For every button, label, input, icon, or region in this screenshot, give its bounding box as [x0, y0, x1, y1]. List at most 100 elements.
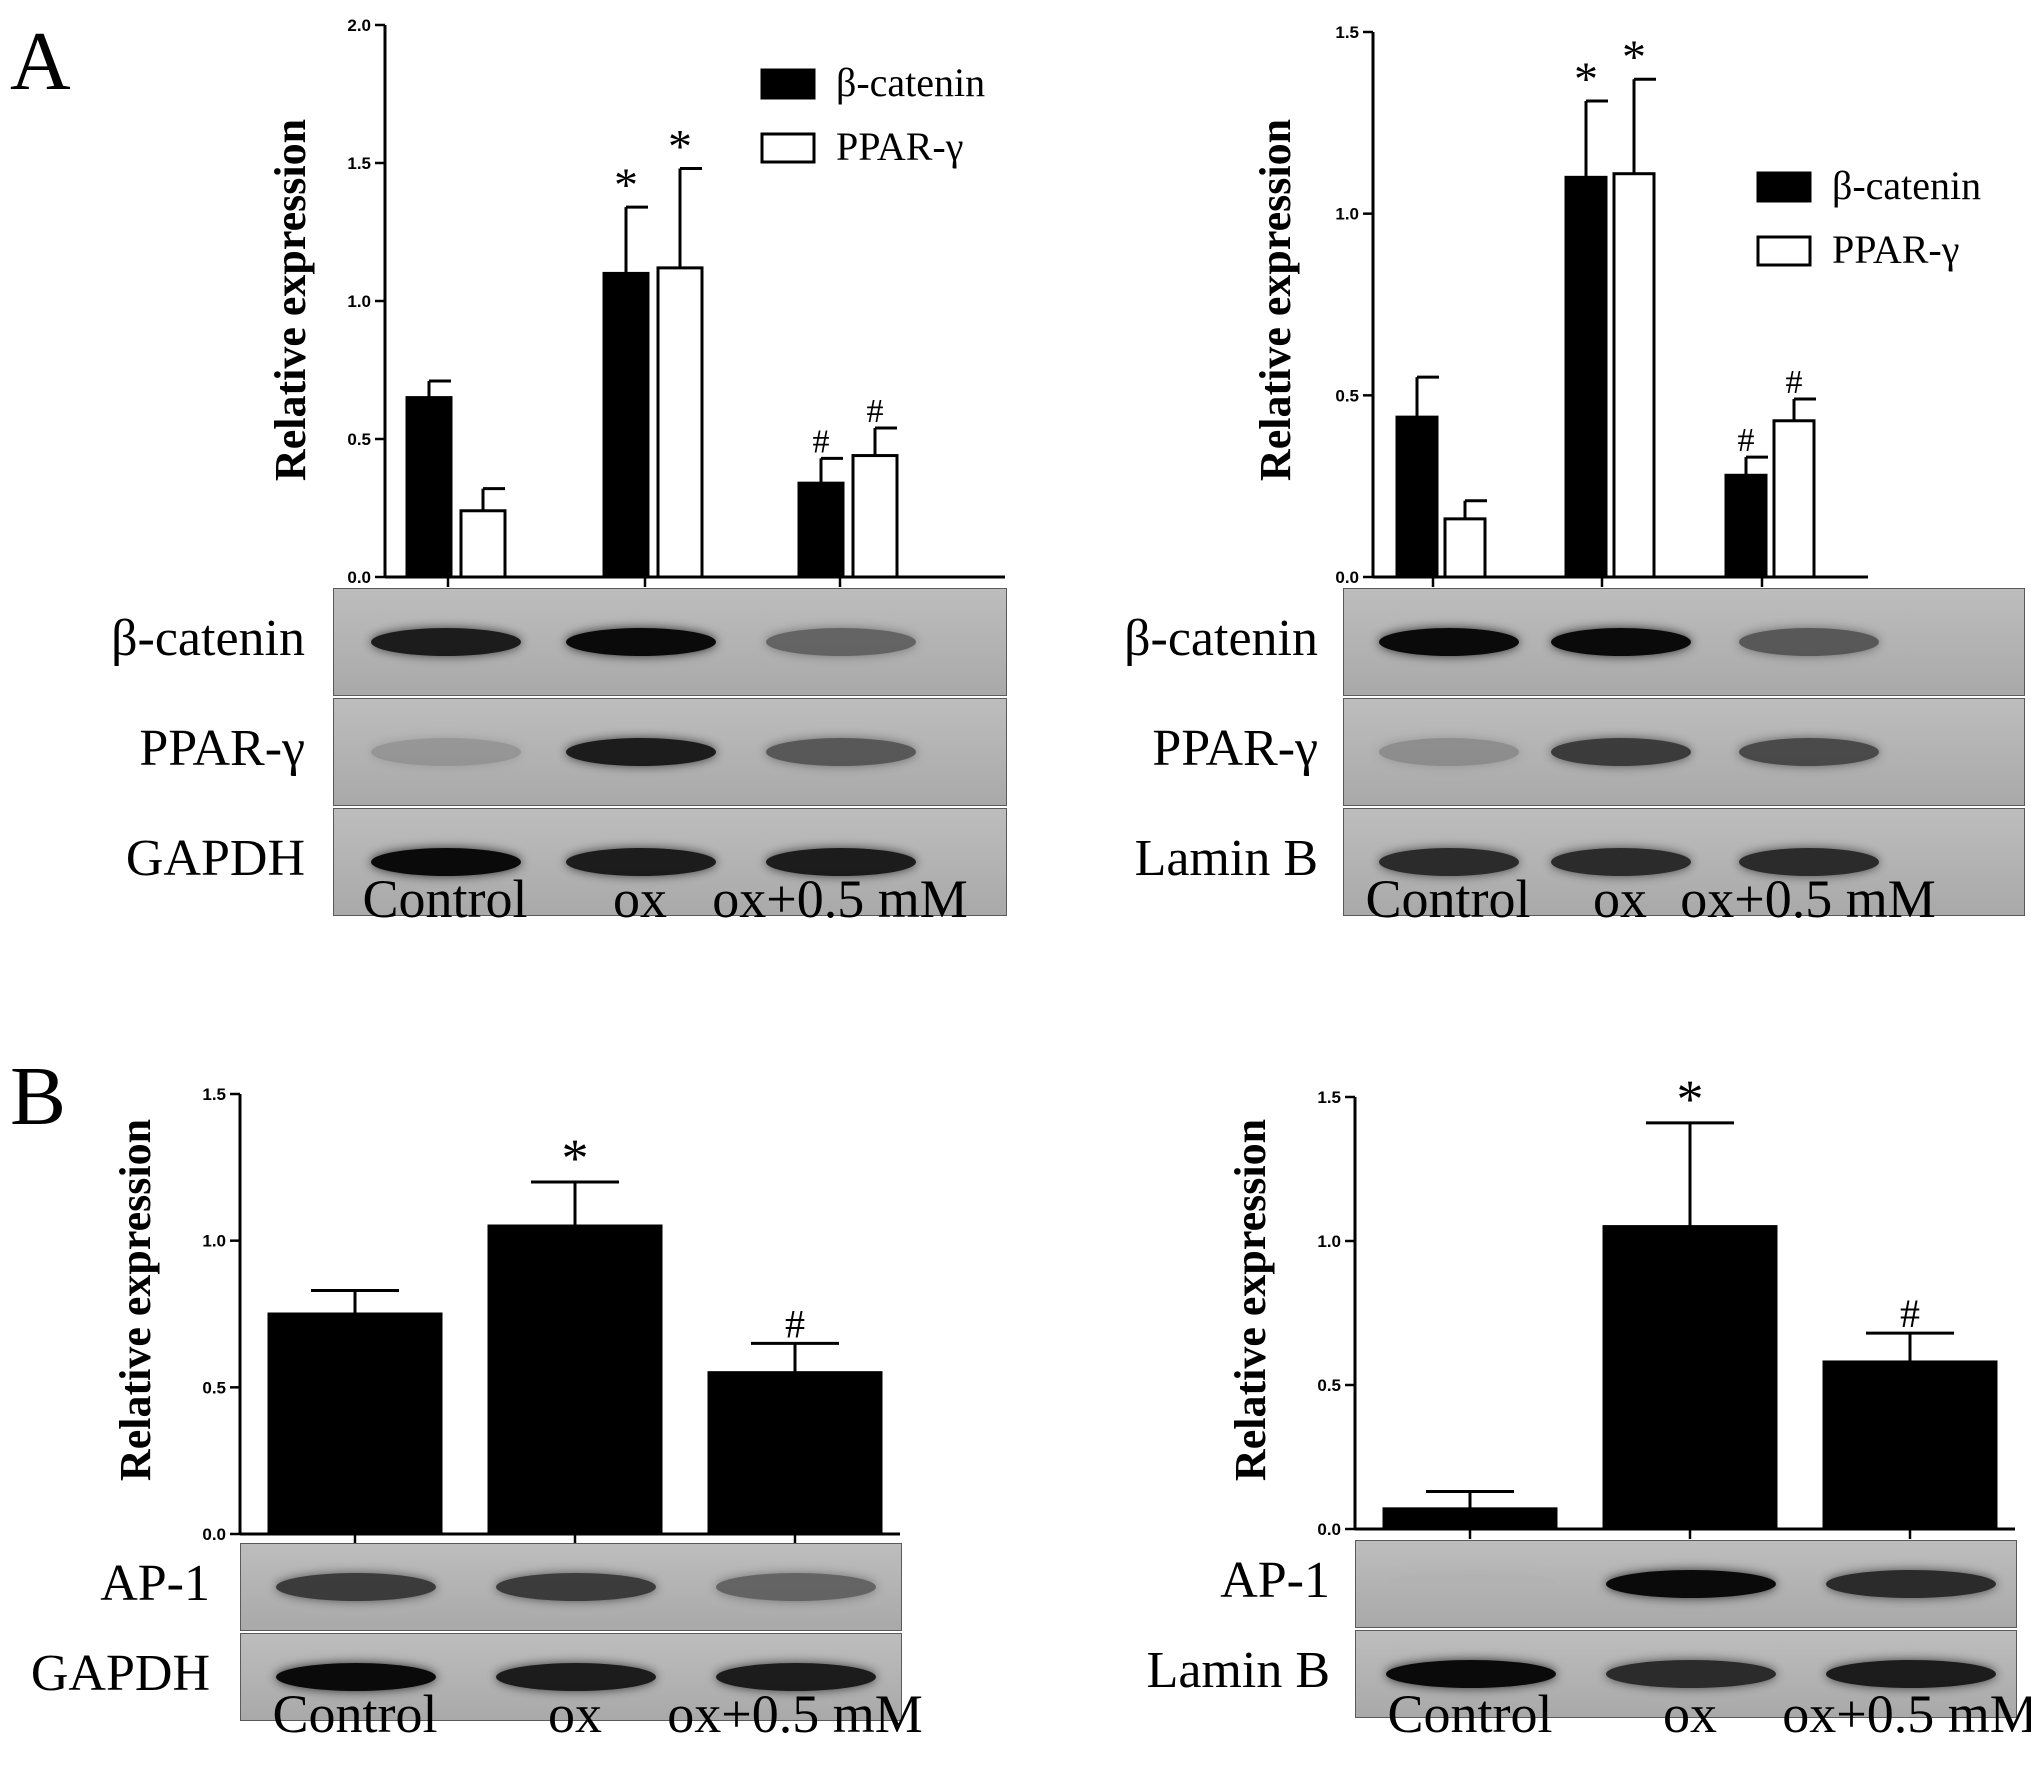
bar: [1724, 473, 1768, 579]
lane-label: Control: [362, 869, 528, 929]
y-axis-label: Relative expression: [266, 119, 315, 481]
y-tick-label: 0.5: [1335, 386, 1359, 405]
lane-label: ox: [548, 1684, 602, 1744]
western-blot-panel: [1343, 698, 2025, 806]
protein-band: [496, 1663, 656, 1691]
protein-band: [1606, 1660, 1776, 1688]
western-blot-panel: [333, 588, 1007, 696]
significance-mark: #: [785, 1301, 805, 1346]
y-axis-label: Relative expression: [111, 1119, 160, 1481]
y-tick-label: 0.5: [202, 1378, 226, 1397]
lane-label: ox+0.5 mM: [667, 1684, 923, 1744]
protein-band: [371, 738, 521, 766]
significance-mark: #: [1900, 1291, 1920, 1336]
y-tick-label: 0.0: [1335, 568, 1359, 587]
protein-band: [716, 1573, 876, 1601]
significance-mark: *: [1574, 53, 1598, 106]
protein-band: [1606, 1570, 1776, 1598]
bar: [1564, 175, 1608, 579]
bar: [1443, 517, 1487, 579]
protein-band: [766, 848, 916, 876]
bar: [797, 481, 845, 579]
blot-row-label: β-catenin: [1124, 610, 1318, 667]
significance-mark: *: [1622, 31, 1646, 84]
protein-band: [1386, 1570, 1556, 1598]
significance-mark: #: [1786, 364, 1803, 401]
western-blot-panel: [1343, 808, 2025, 916]
significance-mark: *: [668, 121, 692, 174]
protein-band: [1379, 848, 1519, 876]
significance-mark: #: [867, 393, 884, 430]
western-blot-panel: [1343, 588, 2025, 696]
blot-row-label: AP-1: [1220, 1552, 1330, 1609]
bar: [267, 1312, 443, 1536]
protein-band: [1739, 738, 1879, 766]
y-tick-label: 1.0: [1317, 1232, 1341, 1251]
significance-mark: *: [614, 159, 638, 212]
significance-mark: #: [1738, 422, 1755, 459]
western-blot-panel: [333, 808, 1007, 916]
protein-band: [566, 628, 716, 656]
legend-swatch: [1756, 235, 1812, 267]
western-blot-panel: [240, 1633, 902, 1721]
y-tick-label: 0.0: [1317, 1520, 1341, 1539]
y-tick-label: 1.5: [202, 1085, 226, 1104]
significance-mark: *: [1677, 1069, 1704, 1129]
protein-band: [1379, 628, 1519, 656]
protein-band: [371, 628, 521, 656]
blot-row-label: Lamin B: [1146, 1642, 1330, 1699]
protein-band: [276, 1663, 436, 1691]
protein-band: [496, 1573, 656, 1601]
bar: [1822, 1360, 1998, 1531]
y-tick-label: 0.5: [1317, 1376, 1341, 1395]
lane-label: ox: [613, 869, 667, 929]
blot-row-label: PPAR-γ: [1152, 720, 1318, 777]
bar: [602, 271, 650, 579]
legend-swatch: [760, 68, 816, 100]
western-blot-panel: [1355, 1540, 2017, 1628]
protein-band: [1551, 628, 1691, 656]
protein-band: [1551, 848, 1691, 876]
western-blot-panel: [1355, 1630, 2017, 1718]
protein-band: [766, 628, 916, 656]
protein-band: [371, 848, 521, 876]
protein-band: [766, 738, 916, 766]
protein-band: [716, 1663, 876, 1691]
y-tick-label: 2.0: [347, 16, 371, 35]
y-tick-label: 1.5: [1317, 1088, 1341, 1107]
protein-band: [566, 848, 716, 876]
panel-letter-a: A: [10, 15, 71, 108]
bar: [1612, 172, 1656, 579]
bar: [656, 266, 704, 579]
legend-label: PPAR-γ: [836, 124, 963, 169]
bar: [707, 1371, 883, 1536]
western-blot-panel: [333, 698, 1007, 806]
protein-band: [566, 738, 716, 766]
panel-letter-b: B: [10, 1050, 67, 1143]
legend-swatch: [760, 132, 816, 164]
y-tick-label: 0.0: [202, 1525, 226, 1544]
lane-label: ox+0.5 mM: [1680, 869, 1936, 929]
significance-mark: #: [813, 423, 830, 460]
lane-label: ox: [1663, 1684, 1717, 1744]
blot-row-label: AP-1: [100, 1555, 210, 1612]
blot-row-label: GAPDH: [30, 1645, 210, 1702]
blot-row-label: Lamin B: [1134, 830, 1318, 887]
y-tick-label: 0.5: [347, 430, 371, 449]
protein-band: [1826, 1570, 1996, 1598]
lane-label: ox: [1593, 869, 1647, 929]
y-tick-label: 1.0: [202, 1232, 226, 1251]
y-tick-label: 1.5: [347, 154, 371, 173]
blot-row-label: PPAR-γ: [139, 720, 305, 777]
legend-label: β-catenin: [836, 60, 985, 105]
protein-band: [1739, 628, 1879, 656]
y-axis-label: Relative expression: [1226, 1119, 1275, 1481]
protein-band: [1551, 738, 1691, 766]
protein-band: [1826, 1660, 1996, 1688]
y-tick-label: 1.0: [1335, 205, 1359, 224]
